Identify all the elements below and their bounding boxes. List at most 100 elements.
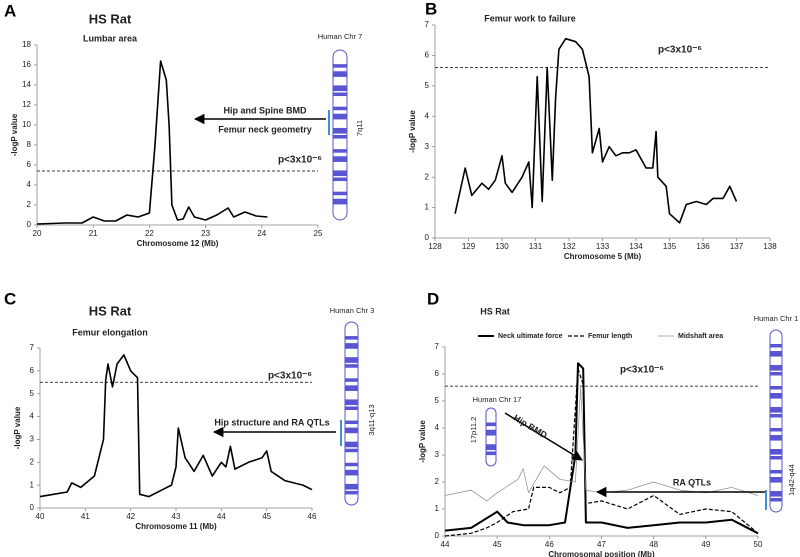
chromosome-band [345, 399, 358, 406]
x-tick-label: 46 [308, 512, 317, 521]
chromosome-band [345, 420, 358, 425]
chromosome-band [345, 343, 358, 349]
chromosome-band-label: 7q11 [355, 120, 364, 136]
chromosome [485, 407, 497, 467]
chromosome-band [333, 170, 347, 177]
x-tick-label: 137 [730, 242, 744, 251]
arrow-label: Hip BMD [512, 413, 550, 441]
x-tick-label: 47 [597, 540, 606, 549]
y-axis-label: -logP value [418, 420, 427, 463]
y-tick-label: 10 [22, 120, 31, 129]
chromosome-name: Human Chr 3 [330, 306, 375, 315]
chromosome-band [770, 498, 782, 502]
chromosome-band [770, 344, 782, 348]
threshold-label: p<3x10⁻⁶ [278, 155, 322, 166]
y-tick-label: 0 [425, 233, 430, 242]
chromosome-band [333, 113, 347, 120]
y-tick-label: 5 [30, 389, 35, 398]
y-tick-label: 0 [30, 503, 35, 512]
y-tick-label: 4 [27, 180, 32, 189]
chromosome-band [333, 149, 347, 153]
chromosome-band [333, 92, 347, 97]
y-tick-label: 18 [22, 40, 31, 49]
chromosome-band [333, 135, 347, 139]
x-tick-label: 133 [596, 242, 610, 251]
chromosome-band [770, 477, 782, 483]
chromosome-band [333, 85, 347, 92]
chromosome-band [770, 386, 782, 390]
x-tick-label: 129 [462, 242, 476, 251]
chromosome-band [345, 462, 358, 467]
chromosome-band [345, 336, 358, 340]
x-tick-label: 41 [81, 512, 90, 521]
y-tick-label: 3 [435, 450, 440, 459]
chromosome-band [770, 491, 782, 497]
chromosome-band [333, 177, 347, 182]
chromosome-name: Human Chr 17 [473, 395, 522, 404]
y-tick-label: 2 [425, 172, 430, 181]
y-tick-label: 6 [425, 51, 430, 60]
panel-letter: C [4, 289, 16, 308]
y-tick-label: 14 [22, 80, 31, 89]
series-line [444, 387, 759, 502]
threshold-label: p<3x10⁻⁶ [658, 45, 702, 56]
x-axis-label: Chromosome 11 (Mb) [135, 522, 217, 531]
x-tick-label: 24 [257, 229, 266, 238]
chromosome-band [333, 156, 347, 162]
chromosome-band [770, 365, 782, 371]
y-axis-label: -logP value [408, 110, 417, 153]
x-tick-label: 40 [36, 512, 45, 521]
x-tick-label: 50 [754, 540, 763, 549]
chromosome-band [345, 427, 358, 434]
chromosome-band [486, 451, 496, 456]
chromosome-band [770, 428, 782, 432]
chromosome-band [486, 444, 496, 451]
x-tick-label: 138 [763, 242, 777, 251]
chromosome-band [770, 435, 782, 441]
x-tick-label: 49 [701, 540, 710, 549]
y-tick-label: 6 [435, 369, 440, 378]
chromosome-band [486, 429, 496, 436]
x-axis-label: Chromosomal position (Mb) [548, 550, 655, 557]
chromosome-band [345, 357, 358, 363]
legend-label: Midshaft area [678, 333, 723, 340]
x-axis-label: Chromosome 12 (Mb) [137, 239, 219, 248]
legend-label: Femur length [588, 333, 632, 340]
threshold-label: p<3x10⁻⁶ [268, 371, 312, 382]
x-tick-label: 136 [696, 242, 710, 251]
chromosome-band [770, 393, 782, 399]
arrow-label: Hip and Spine BMD [224, 105, 308, 115]
y-tick-label: 5 [425, 81, 430, 90]
chromosome-band [345, 364, 358, 368]
chromosome-band [345, 469, 358, 476]
series-line [39, 354, 313, 498]
chromosome-band-label: 17p11.2 [469, 417, 478, 444]
x-tick-label: 20 [33, 229, 42, 238]
panel-letter: A [4, 1, 16, 20]
chromosome-band [770, 407, 782, 413]
y-tick-label: 1 [30, 480, 35, 489]
x-tick-label: 48 [649, 540, 658, 549]
chromosome-band [345, 448, 358, 453]
y-tick-label: 1 [425, 203, 430, 212]
x-tick-label: 25 [314, 229, 323, 238]
chromosome-band [770, 351, 782, 357]
x-tick-label: 130 [495, 242, 509, 251]
chart-title: Femur work to failure [484, 13, 576, 23]
chart-subtitle: Femur elongation [72, 327, 148, 337]
series-line [444, 368, 759, 537]
y-tick-label: 3 [30, 435, 35, 444]
chart-subtitle: Lumbar area [83, 33, 138, 43]
x-tick-label: 44 [441, 540, 450, 549]
x-tick-label: 46 [545, 540, 554, 549]
panel-letter: D [427, 289, 439, 308]
chromosome-band [770, 414, 782, 418]
x-tick-label: 23 [201, 229, 210, 238]
x-tick-label: 42 [126, 512, 135, 521]
chromosome-band-label: 3q11-q13 [367, 404, 376, 435]
y-tick-label: 7 [435, 342, 440, 351]
chromosome-band [770, 470, 782, 474]
x-tick-label: 45 [493, 540, 502, 549]
chromosome-band [770, 372, 782, 376]
